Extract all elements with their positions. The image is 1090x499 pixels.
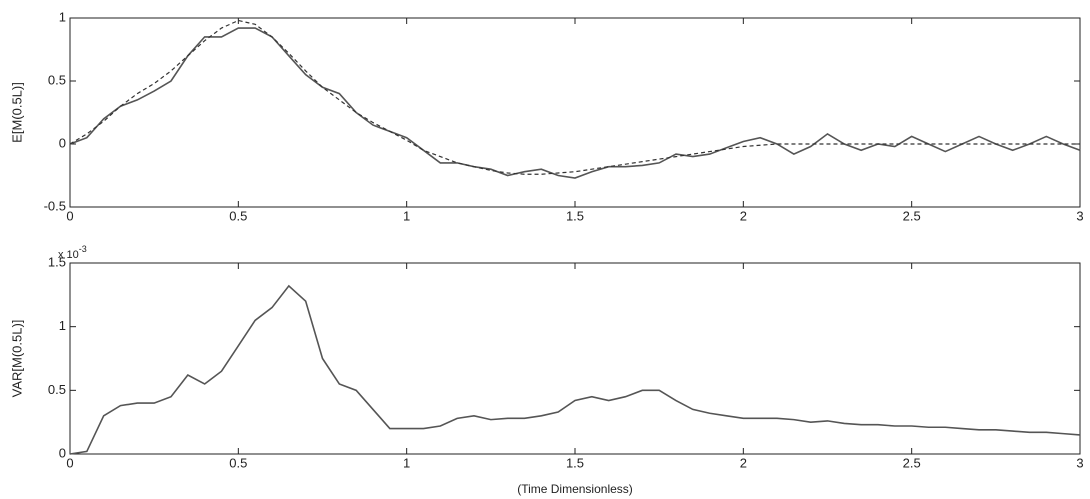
x-tick-label: 0.5 [229, 455, 247, 470]
x-tick-label: 0 [66, 455, 73, 470]
x-tick-label: 2.5 [903, 208, 921, 223]
multiplier-exponent: -3 [79, 244, 87, 254]
x-tick-label: 1 [403, 208, 410, 223]
series-line [69, 19, 1080, 175]
y-axis-label: E[M(0.5L)] [9, 82, 24, 143]
y-tick-label: 0.5 [48, 382, 66, 397]
y-axis-label: VAR[M(0.5L)] [9, 320, 24, 398]
series-line [69, 284, 1081, 455]
x-tick-label: 2 [740, 208, 747, 223]
x-tick-label: 0.5 [229, 208, 247, 223]
x-tick-label: 2 [740, 455, 747, 470]
x-tick-label: 1.5 [566, 208, 584, 223]
x-tick-label: 1.5 [566, 455, 584, 470]
x-tick-label: 3 [1076, 455, 1083, 470]
x-tick-label: 2.5 [903, 455, 921, 470]
y-tick-label: 1 [59, 318, 66, 333]
y-tick-label: 1 [59, 9, 66, 24]
x-tick-label: 3 [1076, 208, 1083, 223]
x-axis-label: (Time Dimensionless) [517, 482, 633, 496]
axes-frame [69, 262, 1081, 455]
y-tick-label: 1.5 [48, 254, 66, 269]
y-tick-label: 0 [59, 135, 66, 150]
y-multiplier: x 10-3 [58, 244, 87, 261]
y-tick-label: 0.5 [48, 72, 66, 87]
series-line [69, 27, 1081, 179]
x-tick-label: 0 [66, 208, 73, 223]
multiplier-base: x 10 [58, 249, 79, 261]
y-tick-label: -0.5 [44, 198, 66, 213]
y-tick-label: 0 [59, 445, 66, 460]
x-tick-label: 1 [403, 455, 410, 470]
